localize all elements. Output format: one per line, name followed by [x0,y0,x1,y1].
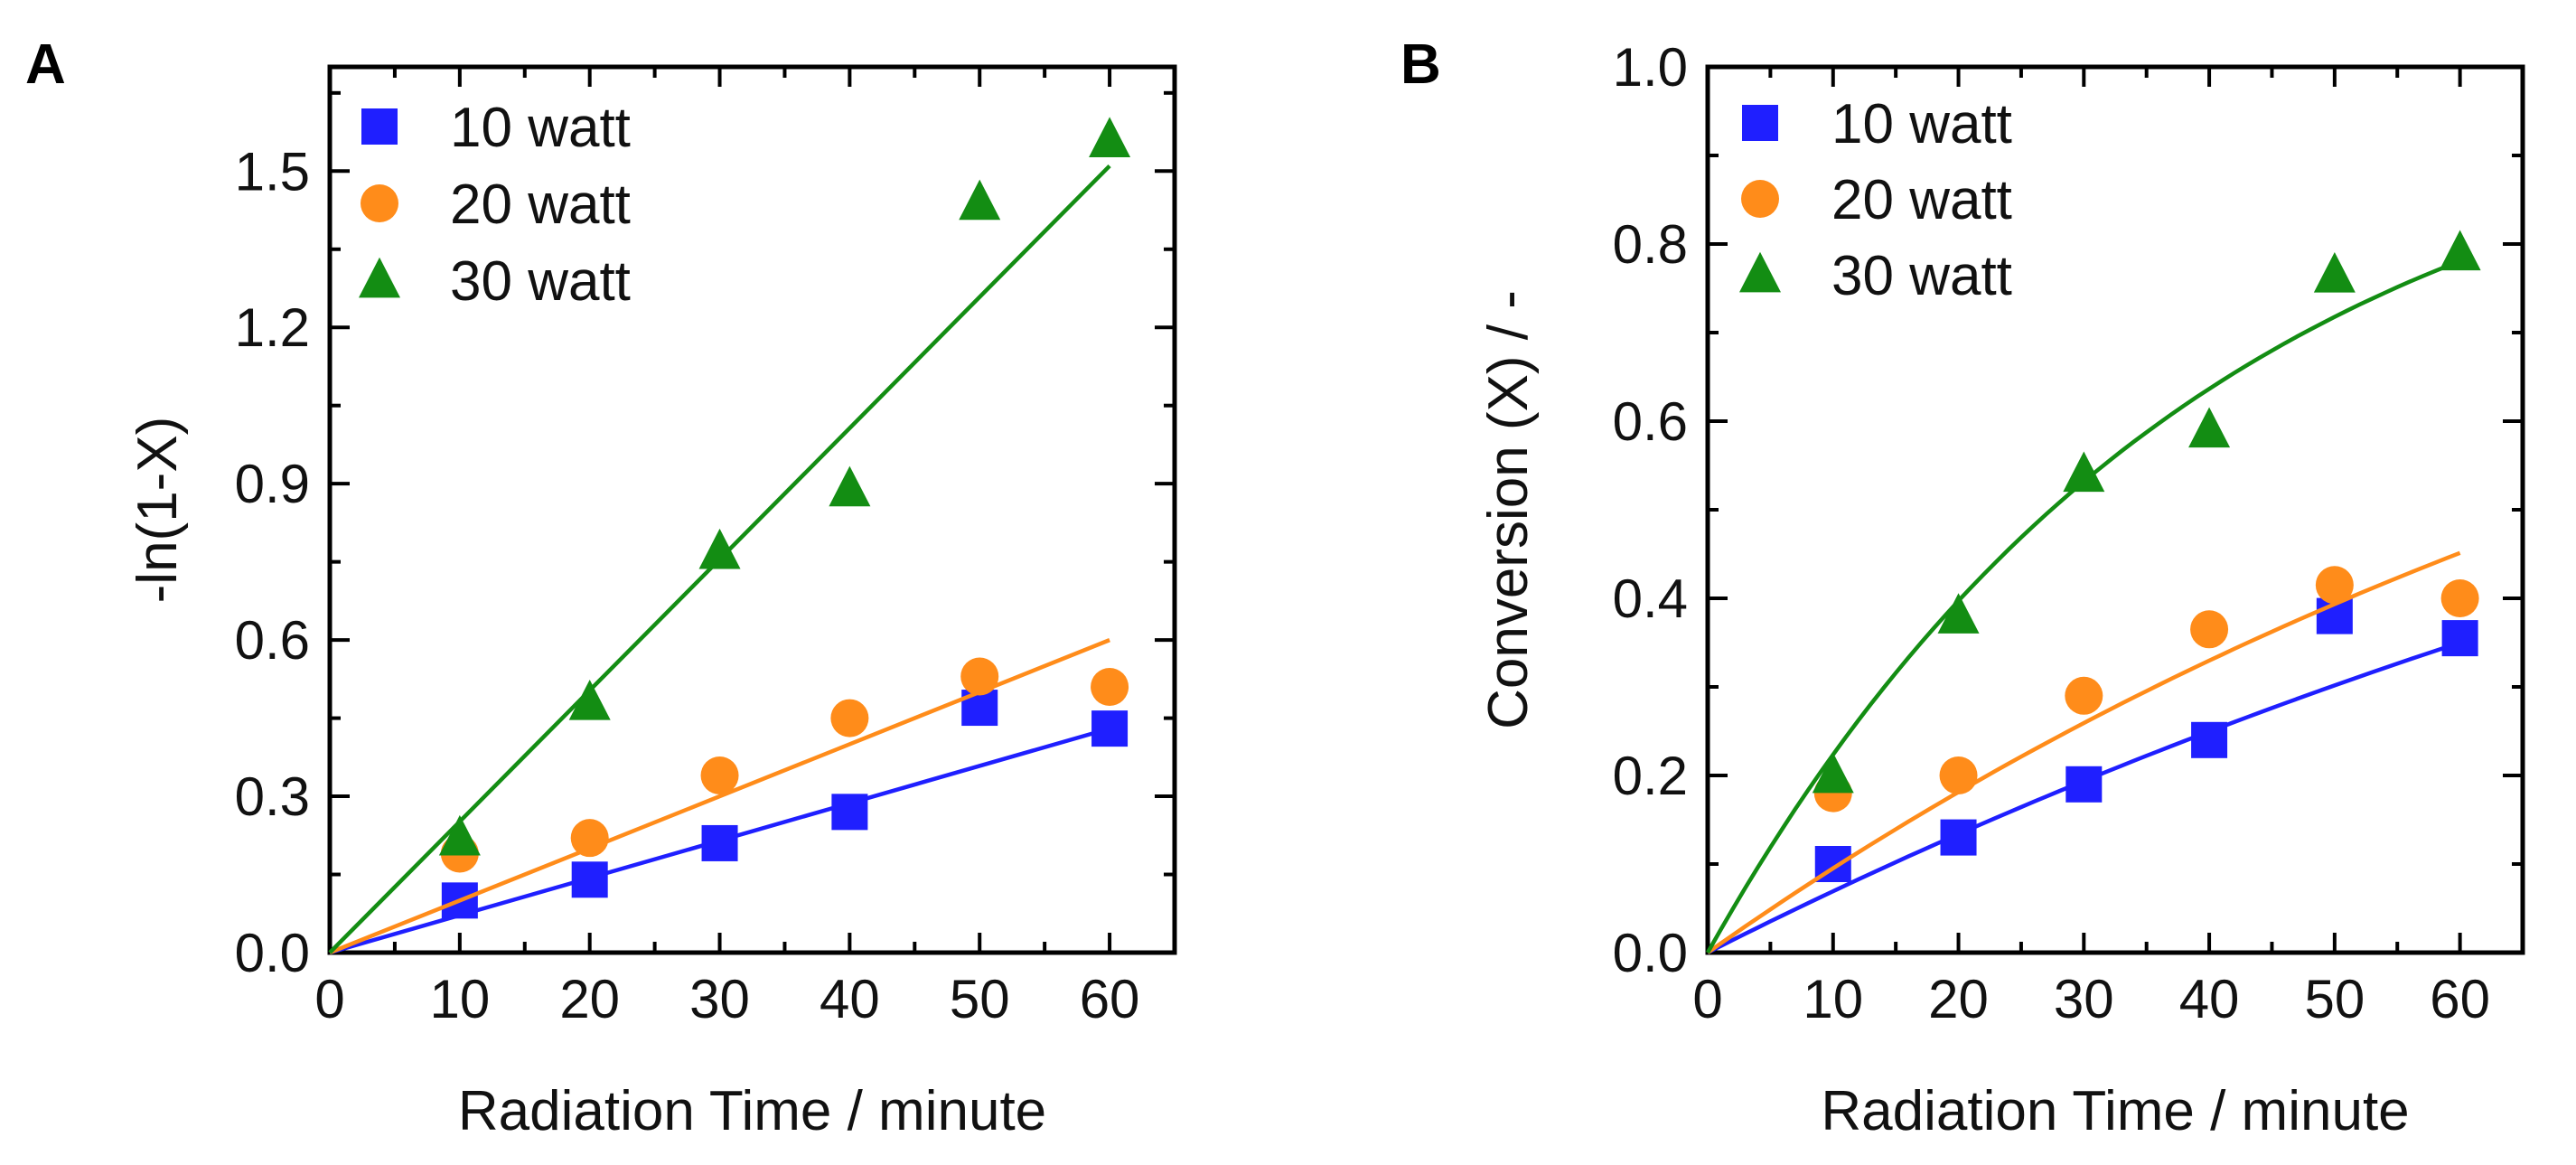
y-tick-label-a: 0.9 [235,454,310,514]
legend-label-30-watt-a: 30 watt [450,250,631,313]
data-point-30-watt-b [2313,252,2356,293]
data-point-20-watt-b [2440,579,2479,617]
data-point-30-watt-b [2439,230,2481,271]
data-point-10-watt-a [571,861,608,898]
legend-marker-20-watt-b [1741,180,1779,218]
x-tick-label-b: 20 [1928,969,1989,1029]
y-tick-label-b: 0.4 [1613,568,1688,629]
y-tick-label-b: 0.6 [1613,391,1688,452]
legend-b: 10 watt 20 watt 30 watt [1831,93,2012,307]
panel-letter-a: A [25,33,66,96]
data-point-30-watt-b [1812,752,1854,794]
x-tick-label-a: 20 [559,969,620,1029]
data-point-10-watt-b [2065,766,2103,803]
x-tick-label-b: 40 [2179,969,2240,1029]
x-tick-label-b: 0 [1692,969,1722,1029]
data-point-20-watt-a [960,657,999,696]
data-point-20-watt-a [1091,668,1129,706]
data-point-30-watt-b [2063,451,2105,493]
data-point-30-watt-b [1937,593,1980,634]
data-point-30-watt-a [829,465,871,507]
x-tick-label-b: 30 [2054,969,2114,1029]
data-point-20-watt-a [830,699,869,738]
data-point-30-watt-a [959,179,1001,221]
plot-area-a: 0 10 20 30 40 50 60 0.0 0.3 0.6 0.9 1.2 1.5 [235,64,1177,1029]
x-axis-title-a: Radiation Time / minute [458,1080,1046,1142]
data-point-30-watt-a [568,679,611,720]
y-tick-label-a: 0.0 [235,923,310,983]
fit-line-20-watt-b [1706,550,2461,954]
x-tick-label-a: 50 [950,969,1010,1029]
y-tick-label-a: 0.6 [235,610,310,671]
legend-label-20-watt-a: 20 watt [450,174,631,236]
data-point-10-watt-a [1091,710,1129,747]
panel-b: B 0 10 20 30 40 50 60 0.0 0.2 0.4 0.6 0.8 1.0 Radiat… [1400,33,2525,1142]
data-point-20-watt-b [1939,756,1978,794]
data-point-10-watt-b [1940,819,1977,856]
plot-frame-a [327,64,1177,955]
data-point-30-watt-a [1089,117,1131,158]
y-axis-title-a: -ln(1-X) [126,417,189,604]
x-tick-label-b: 60 [2430,969,2490,1029]
panel-letter-b: B [1400,33,1441,96]
panel-a: A 0 10 20 30 40 50 60 0.0 0.3 0.6 0.9 1.2 1.5 Radiat… [25,33,1177,1142]
legend-marker-30-watt-b [1739,251,1781,293]
legend-a: 10 watt 20 watt 30 watt [450,97,631,313]
x-tick-label-a: 10 [429,969,490,1029]
data-point-30-watt-a [698,528,741,569]
y-tick-label-b: 0.8 [1613,214,1688,275]
plot-frame-b [1705,64,2525,955]
x-tick-label-b: 50 [2304,969,2365,1029]
data-point-10-watt-b [2441,620,2478,657]
data-point-20-watt-b [2315,566,2354,605]
legend-label-30-watt-b: 30 watt [1831,245,2012,307]
data-point-10-watt-a [831,794,868,831]
data-point-20-watt-b [2065,676,2103,715]
x-axis-title-b: Radiation Time / minute [1821,1080,2409,1142]
y-tick-label-a: 1.5 [235,141,310,202]
plot-area-b: 0 10 20 30 40 50 60 0.0 0.2 0.4 0.6 0.8 1.0 [1613,37,2525,1029]
legend-marker-20-watt-a [361,184,398,222]
data-point-20-watt-a [570,819,609,858]
x-tick-label-a: 0 [314,969,344,1029]
data-point-20-watt-b [2190,610,2229,649]
x-tick-label-a: 40 [820,969,880,1029]
x-tick-label-a: 30 [689,969,750,1029]
y-tick-label-a: 0.3 [235,766,310,827]
y-tick-label-b: 0.0 [1613,923,1688,983]
y-tick-label-b: 1.0 [1613,37,1688,98]
legend-marker-10-watt-b [1742,105,1778,141]
legend-label-10-watt-b: 10 watt [1831,93,2012,155]
data-point-30-watt-b [2188,407,2231,448]
x-tick-label-b: 10 [1803,969,1863,1029]
data-point-20-watt-a [700,756,739,794]
data-point-30-watt-a [438,814,481,856]
legend-label-10-watt-a: 10 watt [450,97,631,159]
y-axis-title-b: Conversion (X) / - [1477,290,1540,729]
data-point-10-watt-b [2191,721,2228,758]
legend-marker-30-watt-a [359,257,400,298]
x-tick-label-a: 60 [1080,969,1140,1029]
legend-marker-10-watt-a [361,108,398,145]
y-tick-label-a: 1.2 [235,297,310,358]
y-tick-label-b: 0.2 [1613,746,1688,806]
data-point-10-watt-a [701,824,738,861]
legend-label-20-watt-b: 20 watt [1831,169,2012,231]
